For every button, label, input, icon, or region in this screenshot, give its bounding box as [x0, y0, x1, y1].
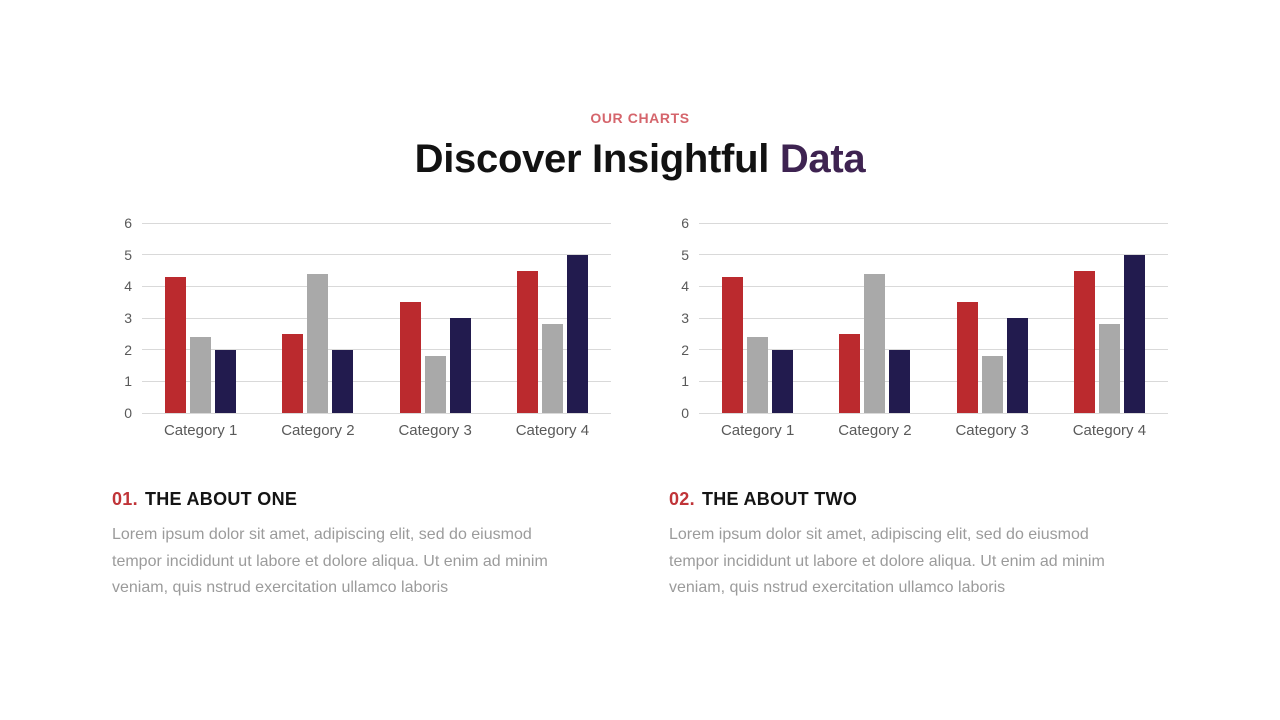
series-navy-bar [449, 318, 471, 413]
chart-plot-area: 0 1 2 3 4 5 6 [112, 215, 611, 421]
y-axis: 0 1 2 3 4 5 6 [112, 215, 132, 421]
series-red-bar [165, 276, 187, 413]
section-one: 01. THE ABOUT ONE Lorem ipsum dolor sit a… [112, 489, 611, 602]
category-label: Category 2 [281, 422, 355, 439]
column-one: 0 1 2 3 4 5 6 Category 1 Category 2 Category 3 Cat… [112, 215, 611, 602]
chart-plot-area: 0 1 2 3 4 5 6 [669, 215, 1168, 421]
series-red-bar [722, 276, 744, 413]
y-tick-label: 4 [124, 278, 132, 295]
gridline [699, 285, 1168, 287]
y-tick-label: 2 [681, 341, 689, 358]
section-one-number: 01. [112, 489, 138, 509]
series-red-bar [399, 302, 421, 413]
gridline [142, 285, 611, 287]
gridline [699, 254, 1168, 256]
category-label: Category 1 [163, 422, 238, 439]
series-red-bar [282, 333, 304, 413]
series-gray-bar [981, 356, 1003, 413]
series-navy-bar [332, 349, 354, 413]
series-navy-bar [772, 349, 794, 413]
gridline [142, 254, 611, 256]
series-navy-bar [215, 349, 237, 413]
section-two-heading: 02. THE ABOUT TWO [669, 489, 1168, 510]
series-gray-bar [1098, 324, 1120, 413]
series-navy-bar [1006, 318, 1028, 413]
eyebrow-label: OUR CHARTS [590, 110, 690, 126]
category-label: Category 3 [955, 422, 1029, 439]
series-red-bar [956, 302, 978, 413]
category-label: Category 1 [720, 422, 795, 439]
series-gray-bar [747, 337, 769, 413]
series-navy-bar [566, 254, 588, 413]
column-two: 0 1 2 3 4 5 6 Category 1 Category 2 Category 3 Cat… [669, 215, 1168, 602]
series-red-bar [839, 333, 861, 413]
series-gray-bar [424, 356, 446, 413]
series-navy-bar [889, 349, 911, 413]
series-red-bar [516, 270, 538, 413]
bar-chart-two: 0 1 2 3 4 5 6 Category 1 Category 2 Category 3 Cat… [669, 215, 1168, 439]
category-label: Category 3 [398, 422, 472, 439]
y-tick-label: 0 [681, 405, 689, 421]
section-one-body: Lorem ipsum dolor sit amet, adipiscing e… [112, 526, 548, 596]
y-tick-label: 2 [124, 341, 132, 358]
series-gray-bar [864, 273, 886, 413]
plot-area [699, 222, 1168, 414]
section-one-heading: 01. THE ABOUT ONE [112, 489, 611, 510]
y-tick-label: 1 [124, 373, 132, 390]
gridline [142, 380, 611, 382]
bar-groups [142, 223, 611, 413]
y-axis: 0 1 2 3 4 5 6 [669, 215, 689, 421]
y-tick-label: 0 [124, 405, 132, 421]
series-navy-bar [1123, 254, 1145, 413]
gridline [699, 222, 1168, 224]
gridline [142, 317, 611, 319]
page-title-accent: Data [779, 137, 866, 181]
page-title-main: Discover Insightful [414, 137, 770, 181]
series-red-bar [1073, 270, 1095, 413]
bar-groups [699, 223, 1168, 413]
y-tick-label: 5 [124, 246, 132, 263]
gridline [699, 380, 1168, 382]
section-two: 02. THE ABOUT TWO Lorem ipsum dolor sit a… [669, 489, 1168, 602]
gridline [699, 412, 1168, 414]
y-tick-label: 1 [681, 373, 689, 390]
gridline [699, 317, 1168, 319]
category-label: Category 2 [838, 422, 912, 439]
y-tick-label: 6 [124, 215, 132, 231]
series-gray-bar [541, 324, 563, 413]
series-gray-bar [190, 337, 212, 413]
category-label: Category 4 [1072, 422, 1147, 439]
section-one-title: THE ABOUT ONE [144, 489, 298, 509]
series-gray-bar [307, 273, 329, 413]
bar-group [494, 223, 611, 413]
bar-group [259, 223, 376, 413]
plot-area [142, 222, 611, 414]
bar-group [699, 223, 816, 413]
bar-group [816, 223, 933, 413]
page-title: Discover Insightful Data [0, 135, 1280, 183]
y-tick-label: 4 [681, 278, 689, 295]
gridline [142, 349, 611, 351]
section-two-body: Lorem ipsum dolor sit amet, adipiscing e… [669, 526, 1105, 596]
bar-chart-one: 0 1 2 3 4 5 6 Category 1 Category 2 Category 3 Cat… [112, 215, 611, 439]
y-tick-label: 3 [124, 310, 132, 326]
slide-header: OUR CHARTS Discover Insightful Data [0, 0, 1280, 183]
y-tick-label: 5 [681, 246, 689, 263]
bar-group [142, 223, 259, 413]
gridline [142, 412, 611, 414]
x-axis-labels: Category 1 Category 2 Category 3 Category 4 [142, 422, 611, 439]
bar-group [1051, 223, 1168, 413]
y-tick-label: 6 [681, 215, 689, 231]
x-axis-labels: Category 1 Category 2 Category 3 Category 4 [699, 422, 1168, 439]
content-columns: 0 1 2 3 4 5 6 Category 1 Category 2 Category 3 Cat… [0, 215, 1280, 602]
section-two-title: THE ABOUT TWO [701, 489, 858, 509]
section-two-number: 02. [669, 489, 695, 509]
bar-group [377, 223, 494, 413]
category-label: Category 4 [515, 422, 590, 439]
bar-group [934, 223, 1051, 413]
gridline [699, 349, 1168, 351]
gridline [142, 222, 611, 224]
y-tick-label: 3 [681, 310, 689, 326]
